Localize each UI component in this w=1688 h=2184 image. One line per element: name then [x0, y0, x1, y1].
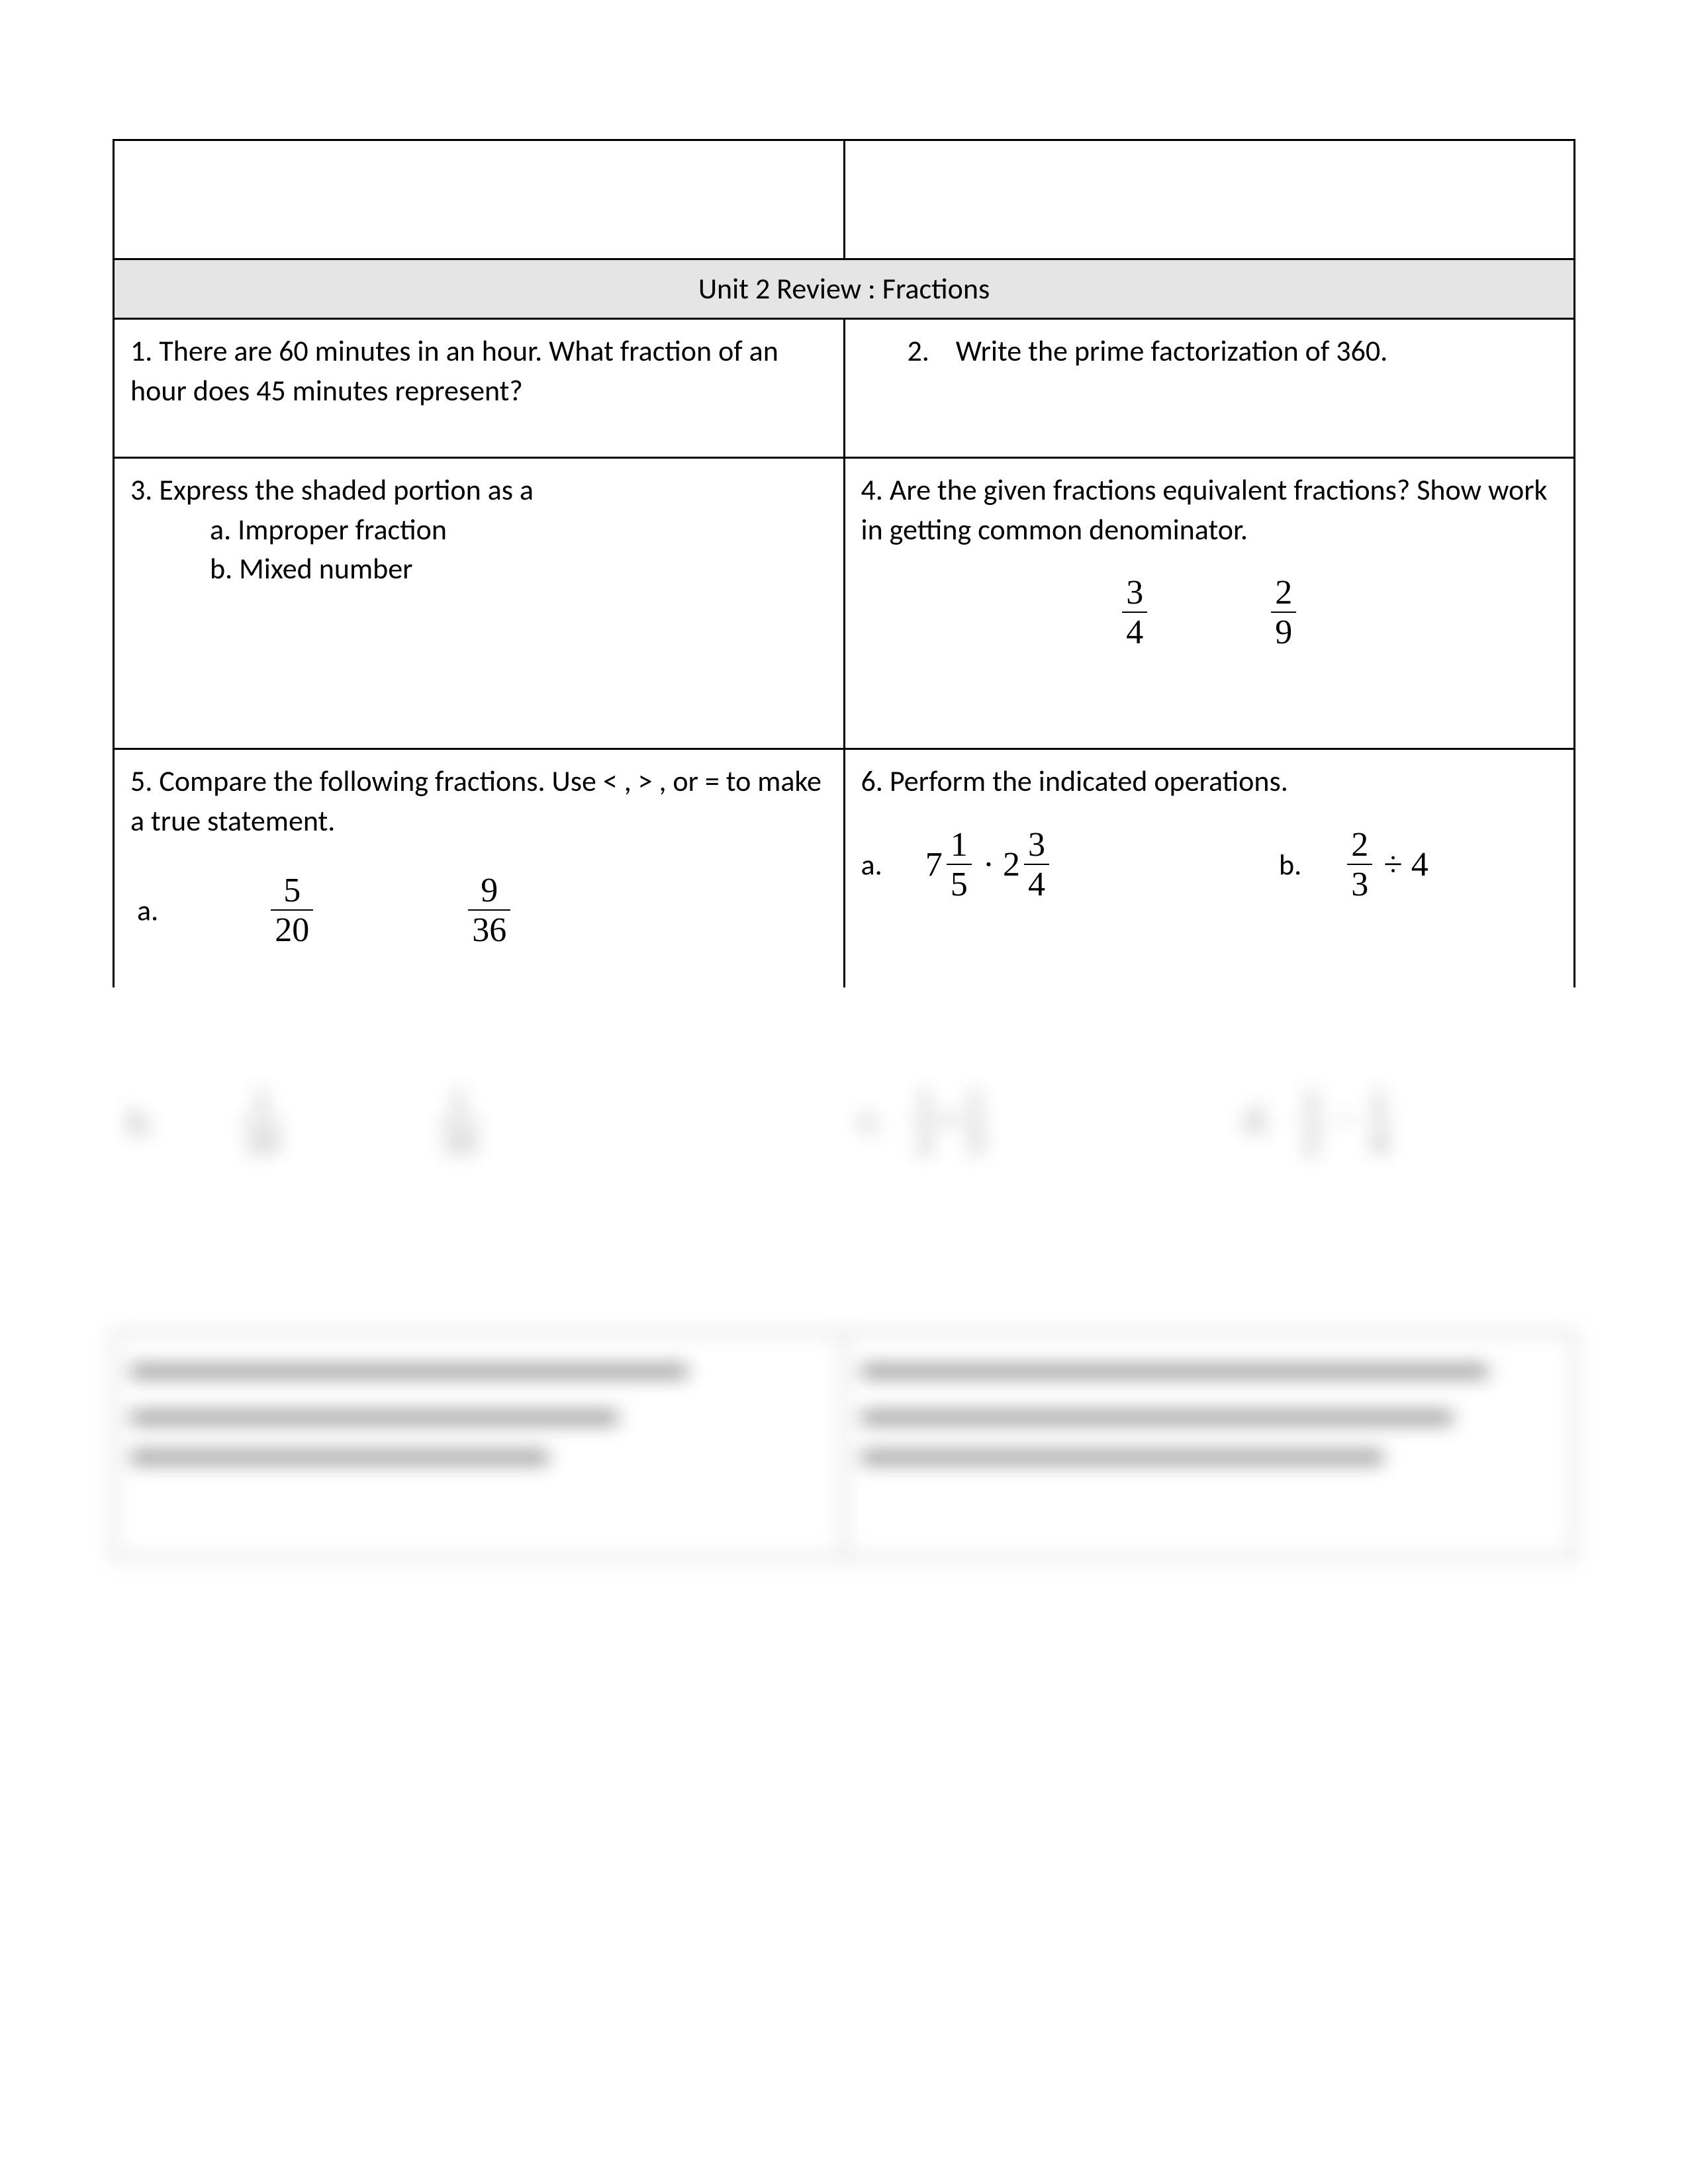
q3-lead: 3. Express the shaded portion as a	[130, 471, 827, 510]
q3-b: b. Mixed number	[210, 549, 827, 588]
worksheet-title: Unit 2 Review : Fractions	[698, 271, 990, 306]
title-row: Unit 2 Review : Fractions	[114, 259, 1575, 319]
q6-part-b: b. 2 3 ÷ 4	[1279, 828, 1558, 902]
q5-fraction-1: 5 20	[271, 874, 313, 948]
row-q5-q6: 5. Compare the following fractions. Use …	[114, 749, 1575, 987]
cell-q5: 5. Compare the following fractions. Use …	[114, 749, 845, 987]
q1-text: 1. There are 60 minutes in an hour. What…	[130, 333, 778, 408]
q5-fraction-2: 9 36	[468, 874, 510, 948]
q2-text: Write the prime factorization of 360.	[956, 333, 1388, 369]
q4-fraction-1: 3 4	[1122, 576, 1147, 650]
header-blank-right	[844, 140, 1575, 259]
row-q3-q4: 3. Express the shaded portion as a a. Im…	[114, 458, 1575, 749]
title-cell: Unit 2 Review : Fractions	[114, 259, 1575, 319]
cell-q6: 6. Perform the indicated operations. a. …	[844, 749, 1575, 987]
worksheet-page: Unit 2 Review : Fractions 1. There are 6…	[0, 0, 1688, 2184]
q6-lead: 6. Perform the indicated operations.	[861, 762, 1558, 801]
q6-b-label: b.	[1279, 846, 1301, 882]
row-q1-q2: 1. There are 60 minutes in an hour. What…	[114, 319, 1575, 458]
q3-sublist: a. Improper fraction b. Mixed number	[130, 510, 827, 589]
cell-q3: 3. Express the shaded portion as a a. Im…	[114, 458, 845, 749]
q6-a-mixed-1: 7 1 5	[925, 828, 974, 902]
q5-part-a: a. 5 20 9 36	[130, 841, 827, 948]
q5-lead: 5. Compare the following fractions. Use …	[130, 762, 827, 841]
q4-fraction-2: 2 9	[1271, 576, 1296, 650]
q6-parts: a. 7 1 5 · 2 3 4	[861, 801, 1558, 902]
q4-lead: 4. Are the given fractions equivalent fr…	[861, 471, 1558, 549]
q6-part-a: a. 7 1 5 · 2 3 4	[861, 828, 1280, 902]
q6-a-dot: ·	[983, 846, 994, 884]
worksheet-table: Unit 2 Review : Fractions 1. There are 6…	[113, 139, 1575, 987]
q6-a-label: a.	[861, 846, 882, 882]
q6-b-op: ÷	[1383, 846, 1403, 884]
q6-b-rhs: 4	[1411, 846, 1429, 884]
q2-number: 2.	[908, 333, 929, 369]
header-blank-row	[114, 140, 1575, 259]
q3-a: a. Improper fraction	[210, 510, 827, 549]
q5-a-label: a.	[137, 892, 158, 928]
q6-a-mixed-2: 2 3 4	[1003, 828, 1052, 902]
cell-q1: 1. There are 60 minutes in an hour. What…	[114, 319, 845, 458]
header-blank-left	[114, 140, 845, 259]
cell-q4: 4. Are the given fractions equivalent fr…	[844, 458, 1575, 749]
q6-b-fraction: 2 3	[1347, 828, 1372, 902]
blurred-preview-region: b. 110 110 c. 12+13 d. 12 − 14	[113, 1085, 1575, 1559]
cell-q2: 2. Write the prime factorization of 360.	[844, 319, 1575, 458]
